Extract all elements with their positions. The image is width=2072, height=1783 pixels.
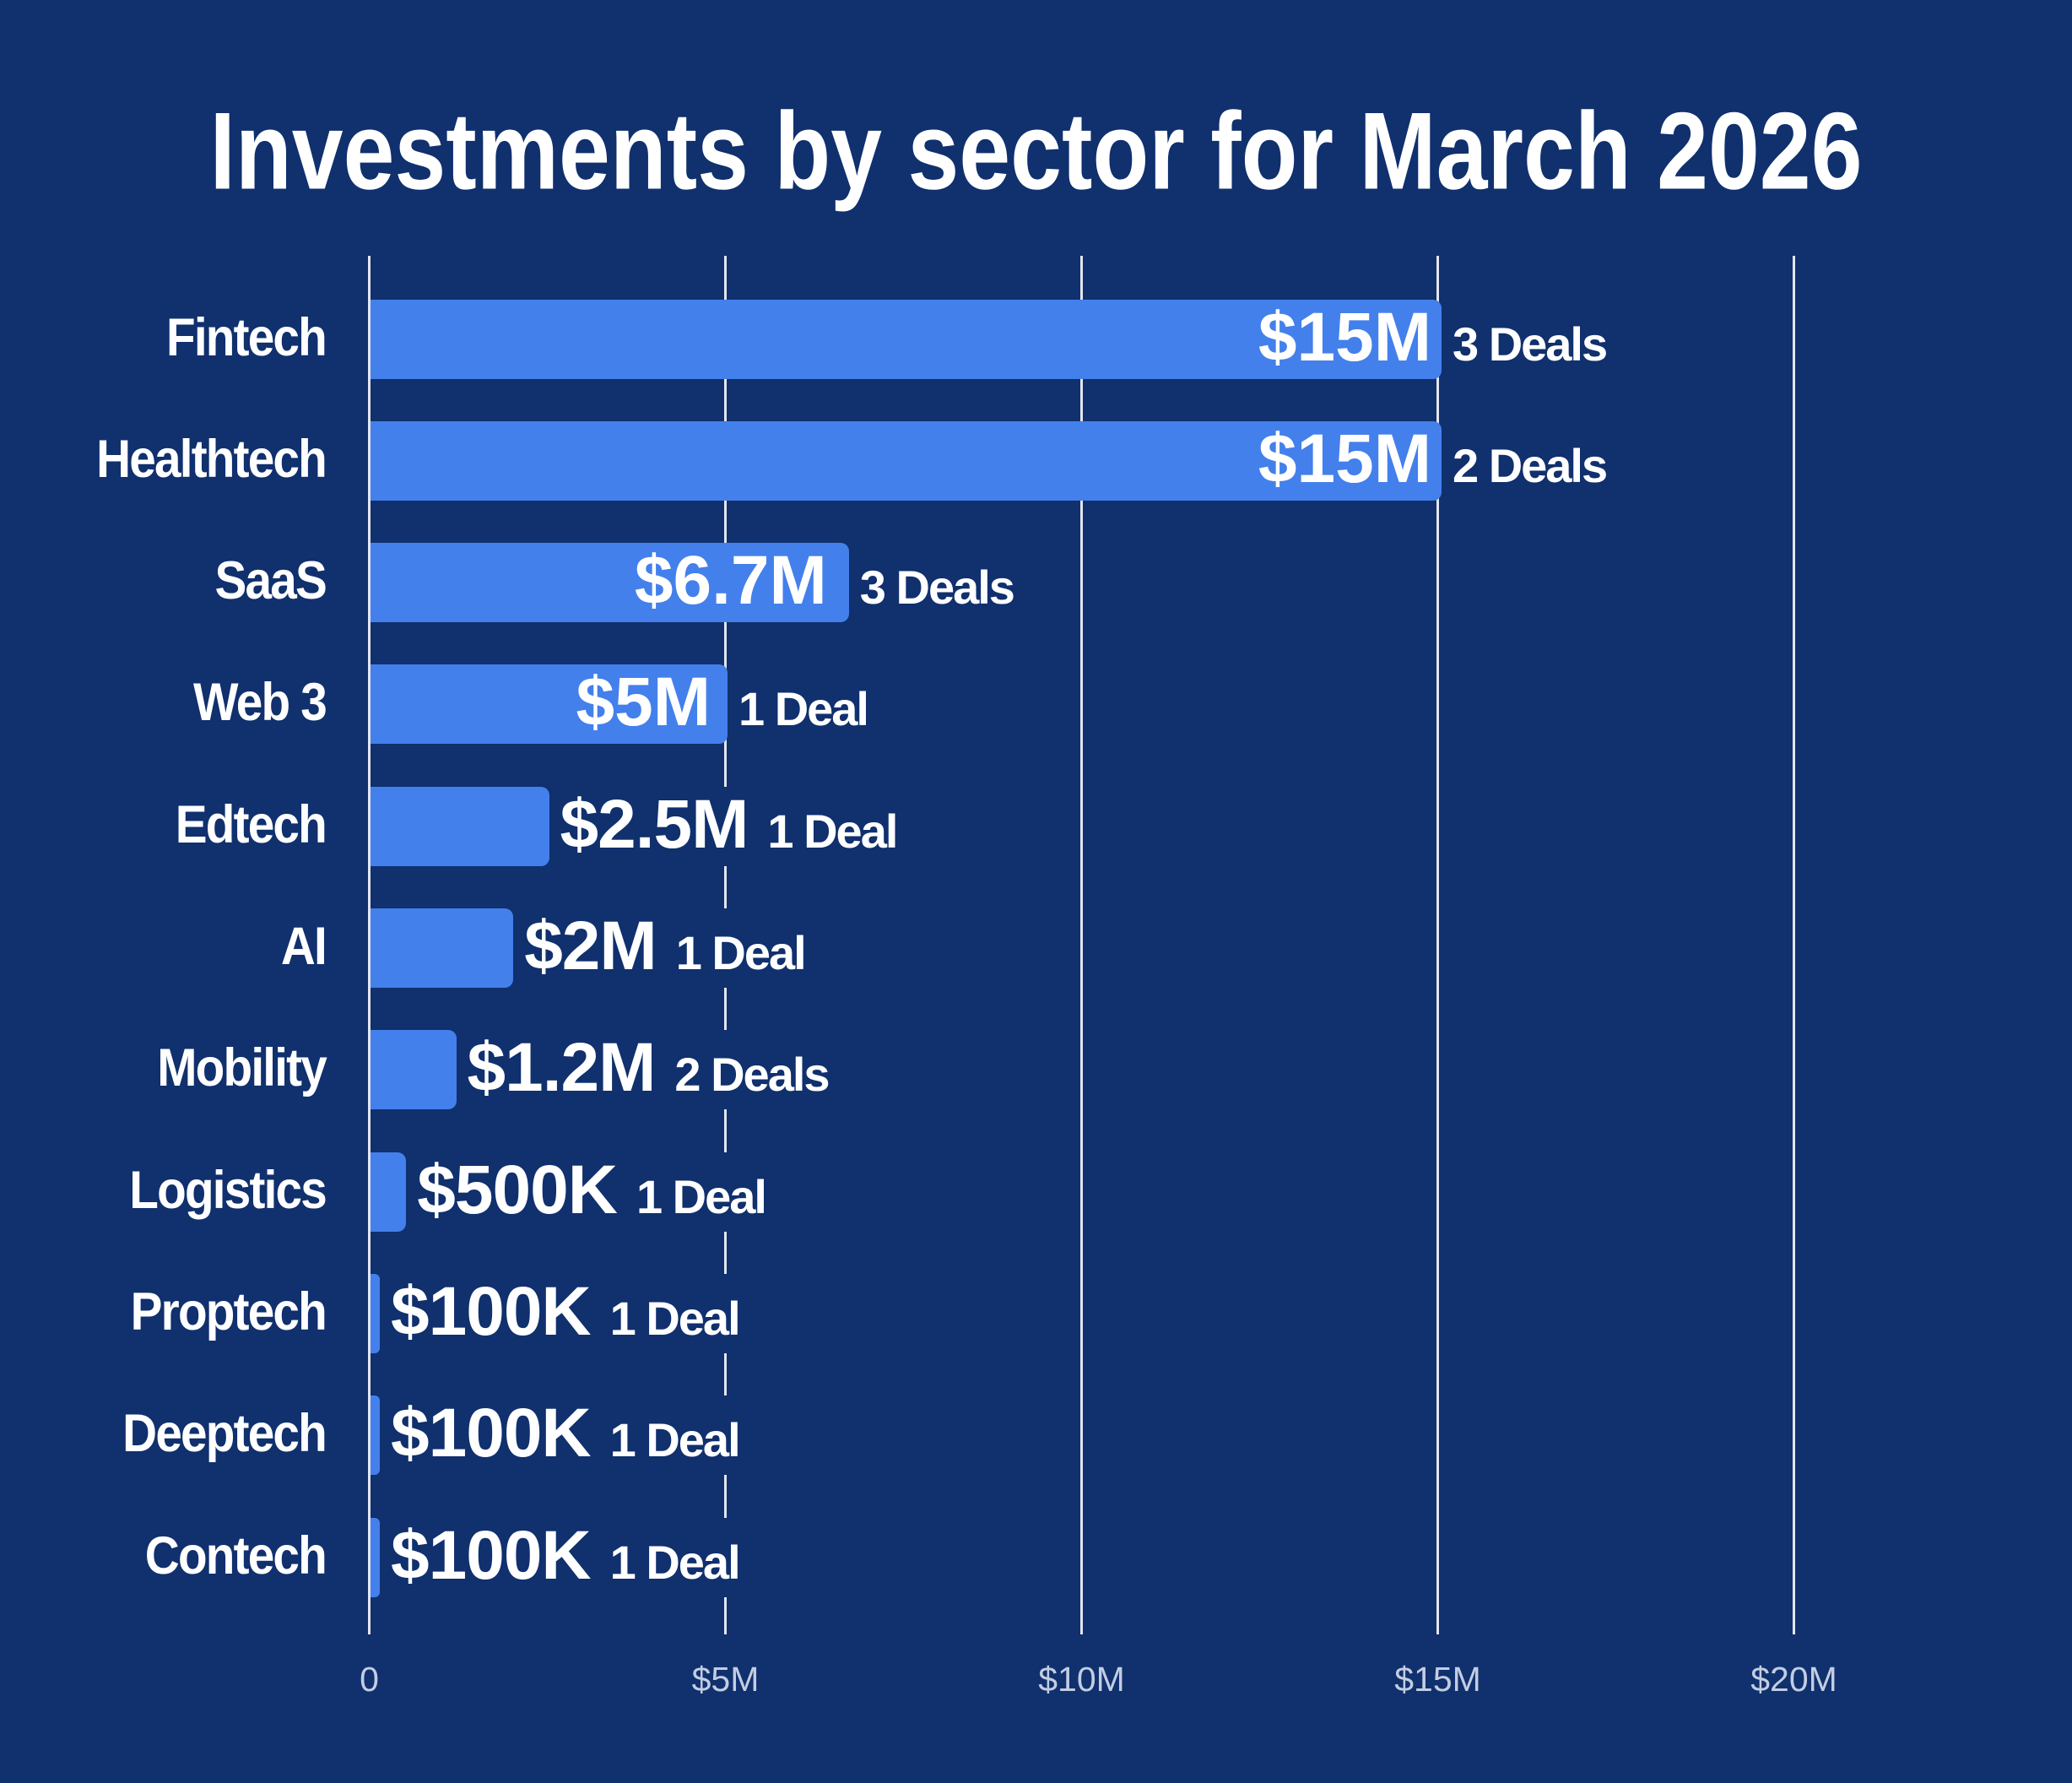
svg-text:Investments by sector for Marc: Investments by sector for March 2026	[210, 89, 1863, 213]
